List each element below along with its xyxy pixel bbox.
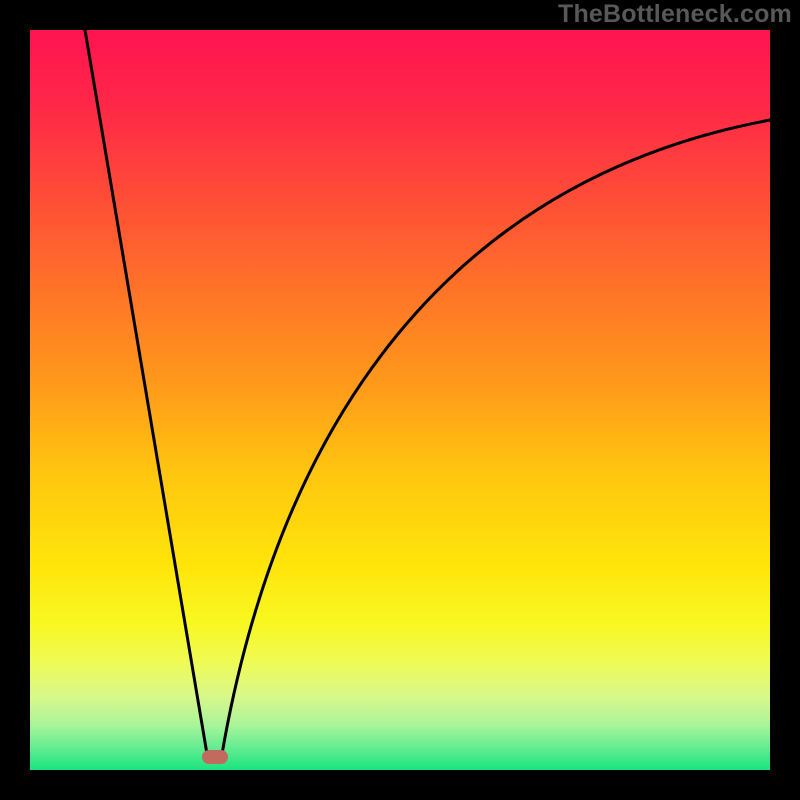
curve-right-branch — [222, 120, 770, 754]
minimum-marker — [202, 750, 228, 764]
plot-area — [30, 30, 770, 770]
curve-layer — [30, 30, 770, 770]
watermark-text: TheBottleneck.com — [558, 0, 792, 29]
chart-frame: TheBottleneck.com — [0, 0, 800, 800]
curve-left-branch — [85, 30, 207, 754]
